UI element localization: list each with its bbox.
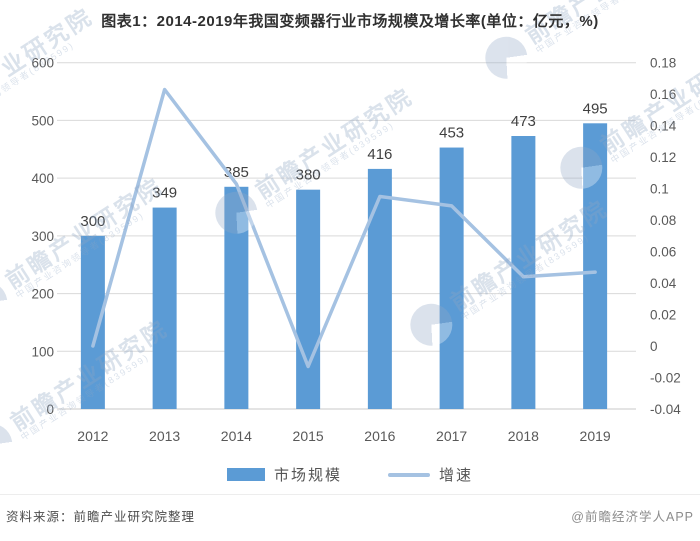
y-axis-tick-label-right: 0 [650,339,658,354]
y-axis-tick-label-right: 0.1 [650,182,669,197]
y-axis-tick-label-right: 0.16 [650,87,676,102]
legend-item-growth: 增速 [388,464,473,485]
x-axis-tick-label: 2013 [149,428,180,444]
footer: 资料来源：前瞻产业研究院整理 @前瞻经济学人APP [0,494,700,525]
bar [152,207,177,409]
y-axis-tick-label-right: 0.14 [650,119,677,134]
y-axis-tick-label-right: -0.02 [650,371,681,386]
bar-value-label: 495 [583,100,608,117]
bar-value-label: 380 [296,167,321,184]
growth-line [91,87,597,369]
credit-note: @前瞻经济学人APP [571,510,694,524]
bar [296,189,321,409]
bar-value-label: 300 [80,213,105,230]
bar-value-label: 473 [511,113,536,130]
y-axis-tick-label-left: 500 [31,113,54,128]
x-axis-tick-label: 2018 [508,428,539,444]
x-axis-tick-label: 2017 [436,428,467,444]
bar [583,123,608,410]
y-axis-tick-label-right: 0.12 [650,150,676,165]
x-axis-tick-label: 2016 [364,428,395,444]
y-axis-tick-label-right: 0.18 [650,56,676,71]
legend-label-market-size: 市场规模 [273,467,342,484]
y-axis-tick-label-right: 0.06 [650,245,676,260]
bar [439,147,464,409]
chart-legend: 市场规模 增速 [0,464,700,485]
legend-item-market-size: 市场规模 [226,464,342,485]
bar-value-label: 416 [367,146,392,163]
y-axis-tick-label-right: 0.02 [650,308,676,323]
bar-value-label: 453 [439,125,464,142]
x-axis-tick-label: 2019 [580,428,611,444]
x-axis-tick-label: 2015 [293,428,324,444]
legend-line-swatch-icon [388,472,430,477]
y-axis-tick-label-right: -0.04 [650,402,681,417]
y-axis-tick-label-left: 100 [31,344,54,359]
y-axis-tick-label-right: 0.08 [650,213,676,228]
source-note: 资料来源：前瞻产业研究院整理 [6,510,196,524]
y-axis-tick-label-left: 400 [31,171,54,186]
x-axis-tick-label: 2012 [77,428,108,444]
legend-label-growth: 增速 [439,467,474,484]
bar [367,168,392,409]
x-axis-tick-label: 2014 [221,428,252,444]
y-axis-tick-label-left: 600 [31,56,54,71]
bar-value-label: 349 [152,185,177,202]
bar [224,186,249,409]
y-axis-tick-label-left: 0 [46,402,54,417]
legend-bar-swatch-icon [226,468,265,481]
y-axis-tick-label-left: 300 [31,229,54,244]
y-axis-tick-label-left: 200 [31,287,54,302]
chart-title: 图表1：2014-2019年我国变频器行业市场规模及增长率(单位：亿元，%) [101,13,599,30]
bar [511,136,536,409]
y-axis-tick-label-right: 0.04 [650,276,677,291]
